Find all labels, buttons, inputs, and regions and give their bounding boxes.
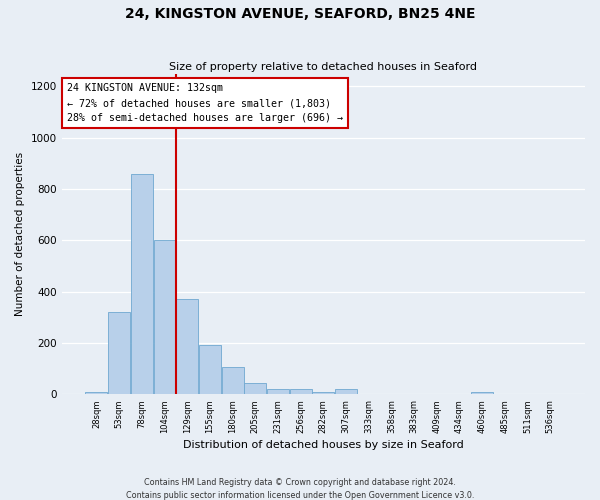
Bar [131,174,153,394]
Text: Contains HM Land Registry data © Crown copyright and database right 2024.
Contai: Contains HM Land Registry data © Crown c… [126,478,474,500]
Bar [221,368,244,394]
Bar [471,392,493,394]
Title: Size of property relative to detached houses in Seaford: Size of property relative to detached ho… [169,62,478,72]
Bar [267,389,289,394]
Text: 24 KINGSTON AVENUE: 132sqm
← 72% of detached houses are smaller (1,803)
28% of s: 24 KINGSTON AVENUE: 132sqm ← 72% of deta… [67,84,343,123]
Bar [176,300,198,394]
Text: 24, KINGSTON AVENUE, SEAFORD, BN25 4NE: 24, KINGSTON AVENUE, SEAFORD, BN25 4NE [125,8,475,22]
Bar [85,392,107,394]
Bar [290,389,311,394]
X-axis label: Distribution of detached houses by size in Seaford: Distribution of detached houses by size … [183,440,464,450]
Bar [244,382,266,394]
Bar [108,312,130,394]
Bar [154,240,176,394]
Y-axis label: Number of detached properties: Number of detached properties [15,152,25,316]
Bar [199,346,221,394]
Bar [335,389,357,394]
Bar [313,392,334,394]
